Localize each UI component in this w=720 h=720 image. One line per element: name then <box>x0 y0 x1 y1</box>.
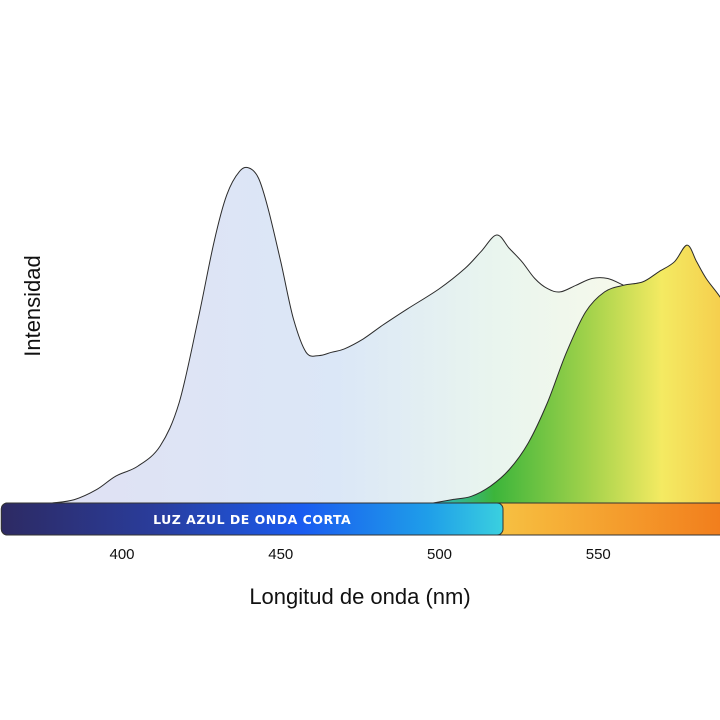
band-blue-segment <box>0 502 504 536</box>
spectrum-series-1-area <box>51 166 688 504</box>
x-tick-label-550: 550 <box>586 546 611 563</box>
x-axis-title: Longitud de onda (nm) <box>249 584 470 609</box>
short-wave-blue-band: LUZ AZUL DE ONDA CORTA <box>0 502 720 536</box>
x-tick-label-450: 450 <box>268 546 293 563</box>
x-tick-labels: 400450500550600650700 <box>109 546 611 563</box>
band-label: LUZ AZUL DE ONDA CORTA <box>153 512 351 527</box>
y-axis-title: Intensidad <box>20 255 45 357</box>
spectrum-series-2-area <box>432 244 720 504</box>
spectrum-areas <box>51 166 720 504</box>
x-tick-label-500: 500 <box>427 546 452 563</box>
x-tick-label-400: 400 <box>109 546 134 563</box>
